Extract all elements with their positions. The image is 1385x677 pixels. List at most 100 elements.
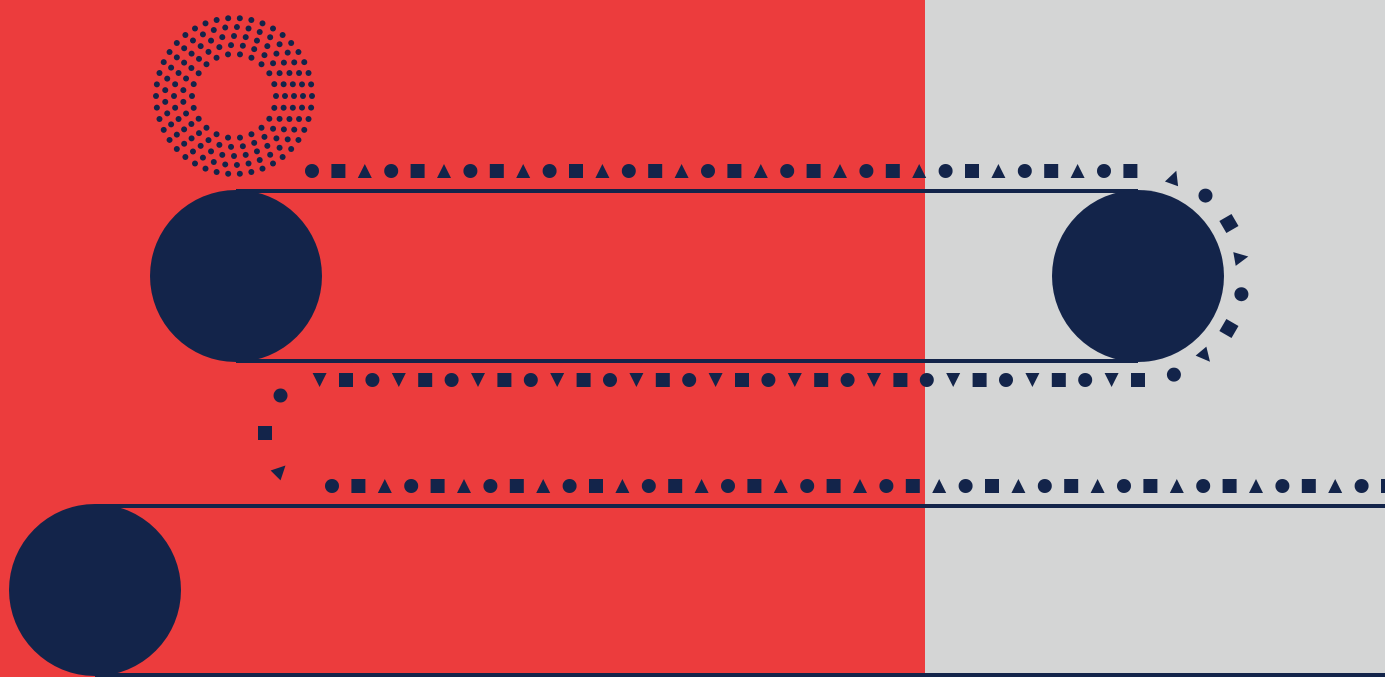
illustration [0,0,1385,677]
ring-dot [203,61,209,67]
chain-square [1044,164,1058,178]
ring-dot [237,51,243,57]
ring-dot [306,70,312,76]
ring-dot [222,161,228,167]
ring-dot [281,126,287,132]
ring-dot [270,60,276,66]
ring-dot [200,31,206,37]
ring-dot [285,136,291,142]
chain-dot [879,479,893,493]
ring-dot [281,81,287,87]
ring-dot [214,131,220,137]
ring-dot [203,166,209,172]
chain-square [973,373,987,387]
ring-dot [214,169,220,175]
ring-dot [248,55,254,61]
ring-dot [214,55,220,61]
chain-square [411,164,425,178]
ring-dot [216,142,222,148]
chain-square [656,373,670,387]
ring-dot [198,43,204,49]
ring-dot [277,116,283,122]
chain-dot [682,373,696,387]
ring-dot [225,15,231,21]
chain-dot [365,373,379,387]
chain-dot [939,164,953,178]
ring-dot [172,105,178,111]
chain-dot [1167,368,1181,382]
page: (() => { const data = JSON.parse(documen… [0,0,1385,677]
ring-dot [167,49,173,55]
ring-dot [277,70,283,76]
ring-dot [257,29,263,35]
ring-dot [290,81,296,87]
ring-dot [301,59,307,65]
ring-dot [281,105,287,111]
ring-dot [234,162,240,168]
chain-square [497,373,511,387]
ring-dot [189,93,195,99]
ring-dot [222,25,228,31]
ring-dot [190,148,196,154]
chain-dot [1117,479,1131,493]
ring-dot [171,93,177,99]
ring-dot [259,125,265,131]
ring-dot [203,20,209,26]
chain-dot [999,373,1013,387]
ring-dot [188,65,194,71]
ring-dot [211,27,217,33]
chain-dot [274,389,288,403]
chain-dot [1234,287,1248,301]
ring-dot [270,161,276,167]
ring-dot [198,143,204,149]
ring-dot [180,87,186,93]
ring-dot [228,42,234,48]
ring-dot [162,87,168,93]
chain-square [569,164,583,178]
ring-dot [176,70,182,76]
ring-dot [277,41,283,47]
ring-dot [172,81,178,87]
chain-square [589,479,603,493]
chain-dot [701,164,715,178]
ring-dot [267,152,273,158]
ring-dot [208,38,214,44]
chain-square [814,373,828,387]
ring-dot [176,116,182,122]
ring-dot [288,40,294,46]
ring-dot [291,93,297,99]
ring-dot [301,127,307,133]
chain-dot [524,373,538,387]
chain-square [510,479,524,493]
ring-dot [154,81,160,87]
ring-dot [161,127,167,133]
ring-dot [299,81,305,87]
ring-dot [246,26,252,32]
ring-dot [266,116,272,122]
ring-dot [168,65,174,71]
chain-dot [1097,164,1111,178]
ring-dot [189,51,195,57]
ring-dot [243,152,249,158]
chain-dot [603,373,617,387]
ring-dot [162,99,168,105]
chain-square [985,479,999,493]
chain-dot [1198,189,1212,203]
ring-dot [182,32,188,38]
ring-dot [183,110,189,116]
ring-dot [266,70,272,76]
chain-dot [305,164,319,178]
ring-dot [300,93,306,99]
chain-square [490,164,504,178]
chain-dot [721,479,735,493]
ring-dot [225,135,231,141]
ring-dot [228,144,234,150]
chain-dot [761,373,775,387]
ring-dot [182,154,188,160]
ring-dot [231,153,237,159]
chain-dot [1355,479,1369,493]
ring-dot [174,54,180,60]
ring-dot [246,160,252,166]
chain-dot [622,164,636,178]
ring-dot [259,20,265,26]
